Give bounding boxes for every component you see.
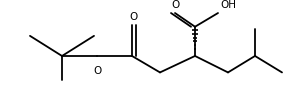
- Text: OH: OH: [220, 0, 236, 10]
- Text: O: O: [93, 66, 101, 76]
- Text: O: O: [171, 0, 179, 10]
- Text: O: O: [130, 12, 138, 22]
